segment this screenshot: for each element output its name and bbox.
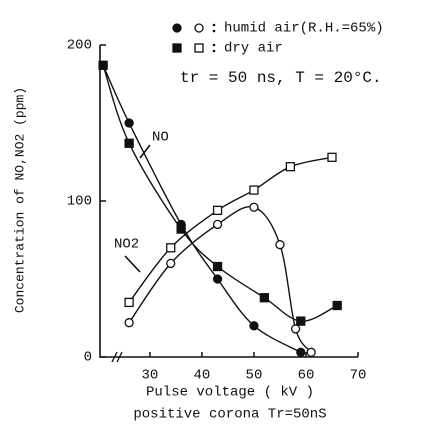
data-point [212,261,223,272]
data-point [124,118,134,128]
legend-colon [212,49,216,53]
pointer [124,255,141,273]
data-point [290,324,301,334]
legend-colon [212,43,216,47]
legend-colon [212,23,216,27]
data-point [166,258,176,269]
x-tick-label: 60 [298,368,315,384]
data-point [212,274,223,284]
data-point [327,152,337,162]
legend-colon [212,29,216,33]
data-point [259,293,270,303]
legend-marker [172,43,182,53]
data-point [98,60,108,70]
data-point [332,300,342,311]
data-point [176,224,186,234]
data-point [124,138,134,148]
x-tick-label: 50 [246,368,263,384]
legend-marker [194,43,204,53]
data-point [275,240,285,250]
data-point [124,318,134,328]
condition: tr = 50 ns, T = 20°C. [180,69,382,87]
annotation: NO [152,130,169,146]
legend-label: dry air [224,41,283,57]
x-tick-label: 30 [142,368,159,384]
legend-label: humid air(R.H.=65%) [224,21,384,37]
pointer [139,144,151,159]
annotation: NO2 [114,237,139,253]
data-point [249,321,259,331]
data-point [306,347,316,357]
curve [128,156,333,303]
y-axis-label: Concentration of NO,NO2 (ppm) [12,87,27,313]
data-point [249,185,259,195]
axis [99,45,358,358]
y-tick-label: 0 [84,350,92,366]
x-tick-label: 70 [350,368,367,384]
legend-marker [194,23,204,33]
x-tick-label: 40 [194,368,211,384]
data-point [296,347,306,357]
data-point [285,162,296,172]
data-point [212,205,223,216]
data-point [249,202,259,212]
curve [102,64,302,353]
x-axis-label: Pulse voltage ( kV ) [146,385,314,401]
caption: positive corona Tr=50nS [133,407,326,423]
y-tick-label: 200 [67,38,92,54]
legend-marker [172,23,182,33]
data-point [212,219,223,230]
data-point [296,316,306,326]
data-point [124,297,134,308]
y-tick-label: 100 [67,194,92,210]
data-point [166,243,176,253]
